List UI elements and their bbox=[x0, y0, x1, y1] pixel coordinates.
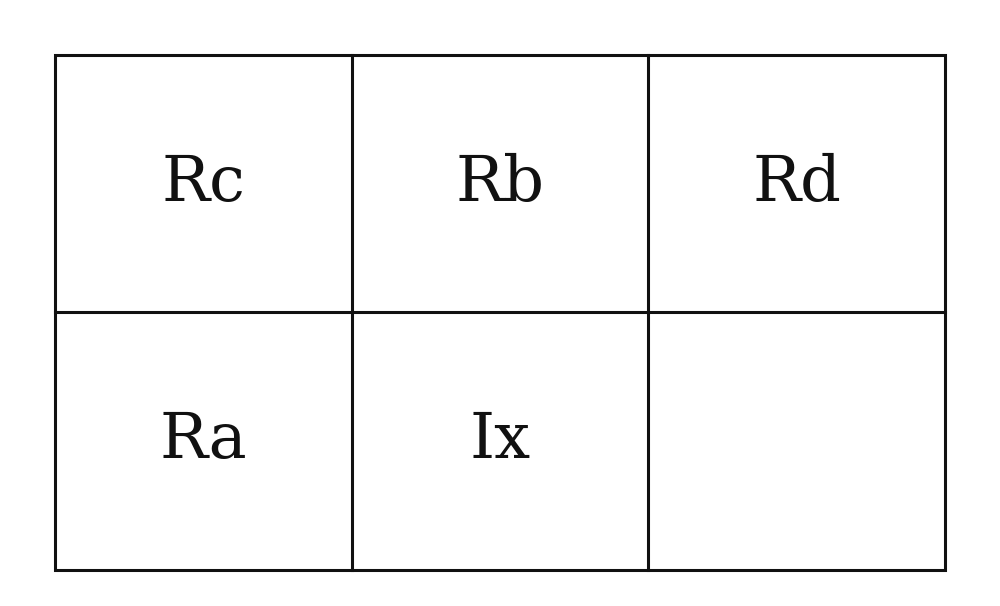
Bar bbox=[55, 55, 945, 570]
Text: Rd: Rd bbox=[752, 153, 841, 214]
Text: Rc: Rc bbox=[161, 153, 245, 214]
Text: Rb: Rb bbox=[455, 153, 544, 214]
Text: Ix: Ix bbox=[469, 410, 531, 471]
Text: Ra: Ra bbox=[160, 410, 247, 471]
